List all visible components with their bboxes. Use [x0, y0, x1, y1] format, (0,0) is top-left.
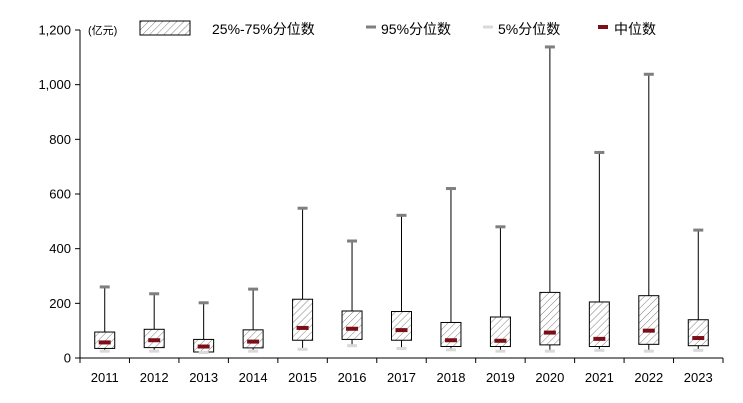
median-marker	[543, 330, 556, 335]
iqr-box	[687, 319, 709, 347]
x-tick-label: 2022	[634, 370, 663, 385]
y-tick-label: 1,000	[38, 77, 71, 92]
iqr-box	[440, 321, 462, 348]
p95-marker	[495, 225, 506, 229]
p95-marker	[643, 72, 654, 76]
x-tick-label: 2011	[91, 370, 119, 385]
iqr-box	[638, 295, 660, 345]
p95-marker	[396, 213, 407, 217]
legend-swatch-median	[598, 25, 608, 29]
median-marker	[98, 340, 111, 345]
median-marker	[197, 344, 210, 349]
p95-marker	[594, 150, 605, 154]
p95-marker	[99, 285, 110, 289]
p5-marker	[149, 349, 160, 353]
median-marker	[593, 336, 606, 341]
p5-marker	[693, 348, 704, 352]
median-marker	[642, 328, 655, 333]
p95-marker	[445, 187, 456, 191]
legend-label-iqr: 25%-75%分位数	[212, 21, 315, 37]
x-tick-label: 2023	[684, 370, 713, 385]
y-tick-label: 200	[49, 296, 71, 311]
x-tick-label: 2019	[486, 370, 515, 385]
legend-swatch-p95	[366, 25, 376, 29]
iqr-box	[94, 331, 116, 349]
p95-marker	[693, 228, 704, 232]
y-tick-label: 600	[49, 187, 71, 202]
median-marker	[346, 326, 359, 331]
median-marker	[692, 336, 705, 341]
p95-marker	[544, 45, 555, 49]
iqr-box	[242, 329, 264, 349]
p5-marker	[495, 349, 506, 353]
median-marker	[395, 328, 408, 333]
legend-label-p95: 95%分位数	[381, 21, 451, 37]
iqr-box	[391, 311, 412, 341]
p95-marker	[248, 287, 259, 291]
legend-label-p5: 5%分位数	[498, 21, 560, 37]
x-tick-label: 2021	[585, 370, 614, 385]
p5-marker	[594, 348, 605, 352]
median-marker	[296, 325, 309, 330]
x-tick-label: 2013	[189, 370, 218, 385]
legend-swatch-p5	[483, 25, 493, 29]
p5-marker	[248, 349, 259, 353]
p95-marker	[149, 292, 160, 296]
y-unit-label: (亿元)	[88, 24, 117, 37]
x-tick-label: 2014	[239, 370, 268, 385]
x-tick-label: 2017	[387, 370, 416, 385]
iqr-box	[539, 291, 561, 346]
x-tick-label: 2012	[140, 370, 169, 385]
p5-marker	[198, 351, 209, 355]
p5-marker	[347, 344, 358, 348]
legend-label-median: 中位数	[614, 21, 656, 37]
y-tick-label: 0	[64, 351, 71, 366]
x-tick-label: 2018	[437, 370, 466, 385]
p5-marker	[643, 349, 654, 353]
p5-marker	[544, 349, 555, 353]
x-tick-label: 2016	[338, 370, 367, 385]
p5-marker	[445, 348, 456, 352]
x-tick-label: 2015	[288, 370, 317, 385]
iqr-box	[588, 301, 610, 348]
median-marker	[247, 339, 260, 344]
iqr-box	[292, 298, 314, 341]
p5-marker	[99, 349, 110, 353]
median-marker	[148, 338, 161, 343]
y-tick-label: 400	[49, 241, 71, 256]
y-tick-label: 1,200	[38, 23, 71, 38]
p95-marker	[297, 206, 308, 210]
y-tick-label: 800	[49, 132, 71, 147]
x-tick-label: 2020	[535, 370, 564, 385]
p5-marker	[396, 346, 407, 350]
p95-marker	[198, 301, 209, 305]
iqr-box	[341, 310, 363, 340]
p5-marker	[297, 347, 308, 351]
median-marker	[494, 338, 507, 343]
median-marker	[444, 338, 457, 343]
legend-swatch-iqr	[139, 20, 191, 36]
p95-marker	[347, 239, 358, 243]
